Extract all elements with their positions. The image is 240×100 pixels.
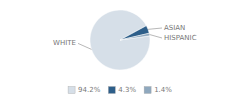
legend-swatch (108, 87, 115, 94)
legend-item: 4.3% (108, 86, 136, 94)
legend-label: 4.3% (118, 86, 136, 94)
legend: 94.2% 4.3% 1.4% (68, 86, 172, 94)
legend-swatch (68, 87, 75, 94)
legend-item: 1.4% (144, 86, 172, 94)
leader-line (78, 43, 92, 49)
legend-item: 94.2% (68, 86, 101, 94)
slice-label: ASIAN (164, 24, 185, 32)
pie-slice (120, 26, 149, 40)
pie-slice (90, 10, 150, 70)
pie-slice (120, 33, 150, 40)
slice-label: HISPANIC (164, 34, 197, 42)
pie (90, 10, 150, 70)
legend-label: 1.4% (154, 86, 172, 94)
legend-swatch (144, 87, 151, 94)
leader-line (149, 35, 162, 38)
legend-label: 94.2% (78, 86, 101, 94)
leader-line (148, 28, 162, 29)
slice-label: WHITE (53, 39, 76, 47)
chart: ASIAN HISPANIC WHITE 94.2% 4.3% 1.4% (0, 0, 240, 100)
